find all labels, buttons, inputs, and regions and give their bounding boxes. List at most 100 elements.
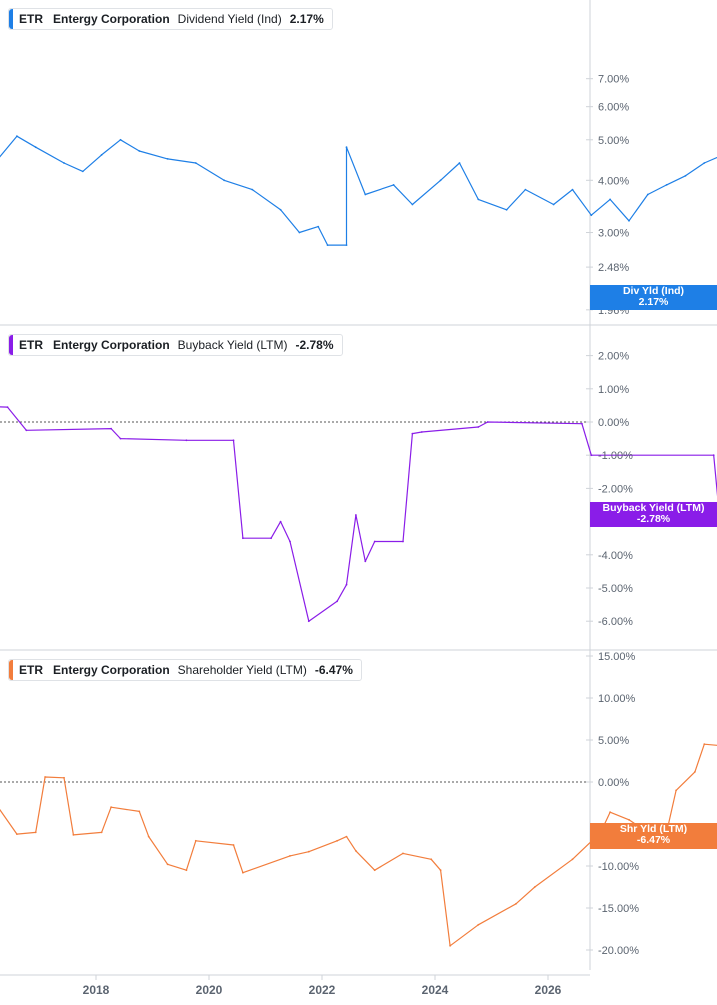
x-tick-label: 2024	[422, 983, 449, 997]
buyback-yield-header[interactable]: ETR Entergy Corporation Buyback Yield (L…	[8, 334, 343, 356]
shareholder-yield-data-point	[609, 811, 611, 814]
buyback-yield-data-point	[25, 429, 28, 432]
buyback-yield-metric: Buyback Yield (LTM)	[177, 338, 288, 352]
div-yield-data-point	[298, 231, 301, 234]
buyback-yield-tick-label: 2.00%	[598, 351, 629, 363]
div-yield-data-point	[684, 174, 687, 177]
shareholder-yield-data-point	[185, 869, 188, 872]
shareholder-yield-data-point	[515, 902, 517, 905]
shareholder-yield-series-line	[0, 743, 717, 947]
shareholder-yield-value-tag: Shr Yld (LTM) -6.47%	[590, 823, 717, 849]
shareholder-yield-data-point	[147, 835, 150, 838]
shareholder-yield-data-point	[232, 844, 235, 846]
div-yield-data-point	[279, 208, 282, 211]
shareholder-yield-data-point	[675, 789, 677, 792]
div-yield-data-point	[345, 244, 348, 247]
div-yield-data-point	[223, 179, 226, 182]
buyback-yield-tick-label: 1.00%	[598, 384, 629, 396]
div-yield-ticker: ETR	[19, 12, 43, 26]
shareholder-yield-tick-label: 5.00%	[598, 735, 629, 747]
div-yield-data-point	[646, 193, 649, 196]
div-yield-data-point	[571, 188, 574, 191]
shareholder-yield-tick-label: -15.00%	[598, 903, 639, 915]
shareholder-yield-data-point	[355, 850, 357, 852]
div-yield-data-point	[609, 198, 611, 201]
buyback-yield-data-point	[364, 560, 367, 563]
buyback-yield-data-point	[712, 454, 715, 457]
buyback-yield-data-point	[242, 537, 244, 540]
shareholder-yield-header[interactable]: ETR Entergy Corporation Shareholder Yiel…	[8, 659, 362, 681]
buyback-yield-tick-label: 0.00%	[598, 417, 629, 429]
div-yield-color-bar	[9, 9, 13, 29]
buyback-yield-data-point	[411, 432, 414, 435]
shareholder-yield-data-point	[533, 886, 536, 888]
div-yield-header[interactable]: ETR Entergy Corporation Dividend Yield (…	[8, 8, 333, 30]
shareholder-yield-data-point	[345, 835, 348, 838]
shareholder-yield-data-point	[34, 831, 37, 834]
buyback-yield-data-point	[355, 514, 357, 516]
buyback-yield-color-bar	[9, 335, 13, 355]
series-layer	[0, 135, 717, 947]
buyback-yield-data-point	[185, 439, 188, 442]
buyback-yield-data-point	[110, 427, 112, 430]
buyback-yield-data-point	[486, 421, 489, 423]
div-yield-data-point	[317, 225, 320, 228]
div-yield-company: Entergy Corporation	[53, 12, 170, 26]
div-yield-data-point	[411, 203, 414, 206]
div-yield-data-point	[458, 162, 461, 164]
div-yield-tick-label: 6.00%	[598, 102, 629, 114]
div-yield-data-point	[439, 179, 442, 182]
shareholder-yield-data-point	[430, 858, 433, 861]
buyback-yield-data-point	[345, 583, 348, 586]
shareholder-yield-data-point	[194, 839, 197, 842]
shareholder-yield-data-point	[166, 863, 169, 866]
shareholder-yield-data-point	[477, 923, 480, 926]
div-yield-data-point	[326, 244, 329, 247]
buyback-yield-data-point	[420, 431, 423, 433]
shareholder-yield-data-point	[449, 944, 451, 947]
shareholder-yield-value: -6.47%	[314, 663, 353, 677]
shareholder-yield-tick-label: 10.00%	[598, 693, 636, 705]
div-yield-data-point	[16, 135, 18, 138]
div-yield-data-point	[524, 188, 527, 191]
buyback-yield-data-point	[477, 426, 480, 428]
div-yield-data-point	[166, 158, 169, 160]
buyback-yield-tick-label: -5.00%	[598, 583, 633, 595]
shareholder-yield-data-point	[63, 776, 65, 779]
shareholder-yield-data-point	[694, 771, 696, 773]
shareholder-yield-tick-label: -20.00%	[598, 945, 639, 957]
div-yield-metric: Dividend Yield (Ind)	[177, 12, 282, 26]
shareholder-yield-data-point	[242, 871, 244, 874]
shareholder-yield-color-bar	[9, 660, 13, 680]
div-yield-data-point	[100, 154, 103, 156]
shareholder-yield-data-point	[703, 743, 706, 746]
shareholder-yield-data-point	[16, 833, 18, 835]
div-yield-data-point	[34, 146, 37, 149]
div-yield-tick-label: 3.00%	[598, 228, 629, 240]
div-yield-value-tag: Div Yld (Ind) 2.17%	[590, 285, 717, 310]
buyback-yield-ticker: ETR	[19, 338, 43, 352]
div-yield-data-point	[119, 138, 122, 141]
label-layer: 7.00%6.00%5.00%4.00%3.00%2.48%1.96%2.00%…	[83, 74, 640, 997]
div-yield-data-point	[63, 162, 65, 164]
x-tick-label: 2022	[309, 983, 336, 997]
buyback-yield-data-point	[373, 540, 376, 543]
buyback-yield-tag-label: Buyback Yield (LTM)	[602, 502, 705, 514]
div-yield-value: 2.17%	[289, 12, 324, 26]
div-yield-data-point	[194, 162, 197, 164]
shareholder-yield-data-point	[571, 858, 574, 861]
div-yield-tick-label: 2.48%	[598, 262, 629, 274]
div-yield-data-point	[364, 193, 367, 196]
div-yield-data-point	[138, 150, 141, 152]
shareholder-yield-data-point	[44, 776, 46, 778]
div-yield-data-point	[628, 219, 630, 222]
shareholder-yield-tag-value: -6.47%	[636, 834, 671, 846]
div-yield-data-point	[590, 214, 593, 217]
div-yield-data-point	[505, 208, 508, 211]
shareholder-yield-data-point	[307, 850, 310, 853]
div-yield-data-point	[251, 188, 254, 191]
shareholder-yield-tick-label: 0.00%	[598, 777, 629, 789]
div-yield-tag-value: 2.17%	[638, 296, 669, 308]
shareholder-yield-data-point	[628, 818, 630, 821]
